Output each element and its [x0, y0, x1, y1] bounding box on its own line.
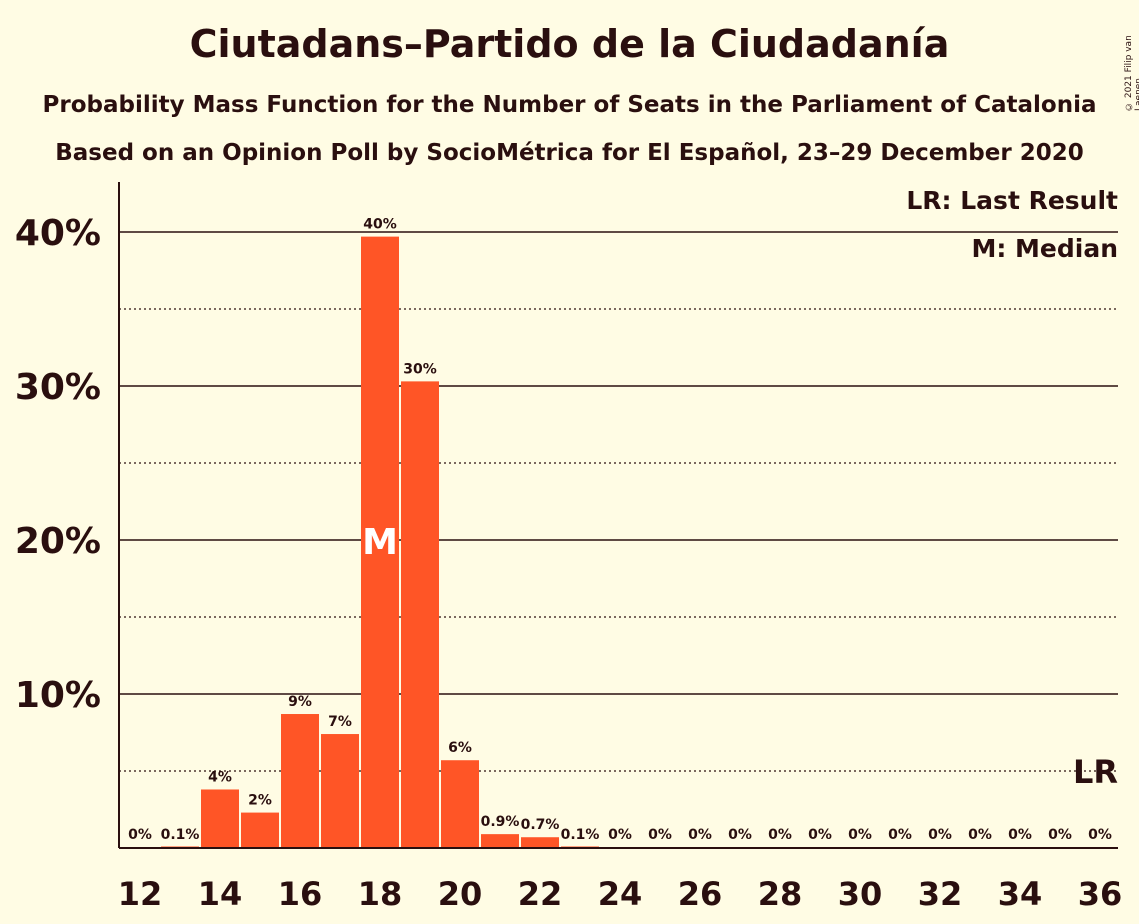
- bar-value-label: 0.9%: [481, 814, 520, 830]
- x-tick-label: 26: [678, 875, 723, 913]
- x-tick-label: 22: [518, 875, 563, 913]
- x-tick-label: 34: [998, 875, 1043, 913]
- bar-value-label: 0%: [648, 827, 672, 843]
- x-tick-label: 16: [278, 875, 323, 913]
- bar-value-label: 40%: [363, 217, 397, 233]
- x-tick-label: 20: [438, 875, 483, 913]
- bar: [201, 789, 239, 848]
- legend-last-result: LR: Last Result: [906, 186, 1118, 215]
- x-tick-label: 14: [198, 875, 243, 913]
- chart-source-line: Based on an Opinion Poll by SocioMétrica…: [55, 140, 1084, 166]
- x-tick-label: 28: [758, 875, 803, 913]
- bar: [441, 760, 479, 848]
- y-tick-label: 10%: [15, 675, 101, 716]
- bar-value-label: 0%: [608, 827, 632, 843]
- bar-value-label: 0%: [848, 827, 872, 843]
- x-tick-label: 36: [1078, 875, 1123, 913]
- bar: [321, 734, 359, 848]
- x-tick-label: 12: [118, 875, 163, 913]
- bar-value-label: 0%: [688, 827, 712, 843]
- bar: [361, 236, 399, 848]
- bar: [481, 834, 519, 848]
- x-tick-label: 30: [838, 875, 883, 913]
- y-tick-label: 20%: [15, 521, 101, 562]
- bar-value-label: 0.1%: [161, 827, 200, 843]
- bar-value-label: 0%: [1008, 827, 1032, 843]
- bar: [401, 381, 439, 848]
- bar-value-label: 0%: [888, 827, 912, 843]
- x-tick-label: 18: [358, 875, 403, 913]
- bar-value-label: 0%: [768, 827, 792, 843]
- bar-value-label: 0%: [808, 827, 832, 843]
- x-tick-label: 24: [598, 875, 643, 913]
- bar: [281, 714, 319, 848]
- bar-value-label: 7%: [328, 714, 352, 730]
- median-marker: M: [362, 522, 398, 563]
- bar-value-label: 0%: [728, 827, 752, 843]
- bar-value-label: 4%: [208, 769, 232, 785]
- bar-value-label: 0%: [928, 827, 952, 843]
- chart-title: Ciutadans–Partido de la Ciudadanía: [189, 22, 950, 66]
- bar-value-label: 6%: [448, 740, 472, 756]
- y-tick-label: 30%: [15, 367, 101, 408]
- bar-value-label: 0%: [128, 827, 152, 843]
- bar-value-label: 9%: [288, 694, 312, 710]
- y-tick-label: 40%: [15, 213, 101, 254]
- bar-value-label: 2%: [248, 793, 272, 809]
- bar: [521, 837, 559, 848]
- x-tick-label: 32: [918, 875, 963, 913]
- bar-value-label: 0%: [1088, 827, 1112, 843]
- bar-value-label: 0%: [1048, 827, 1072, 843]
- bar-value-label: 0.1%: [561, 827, 600, 843]
- bar-value-label: 0.7%: [521, 817, 560, 833]
- bar-value-label: 30%: [403, 361, 437, 377]
- legend-median: M: Median: [971, 234, 1118, 263]
- bar-value-label: 0%: [968, 827, 992, 843]
- bar: [241, 812, 279, 848]
- last-result-marker: LR: [1073, 753, 1118, 791]
- chart-subtitle: Probability Mass Function for the Number…: [42, 92, 1097, 118]
